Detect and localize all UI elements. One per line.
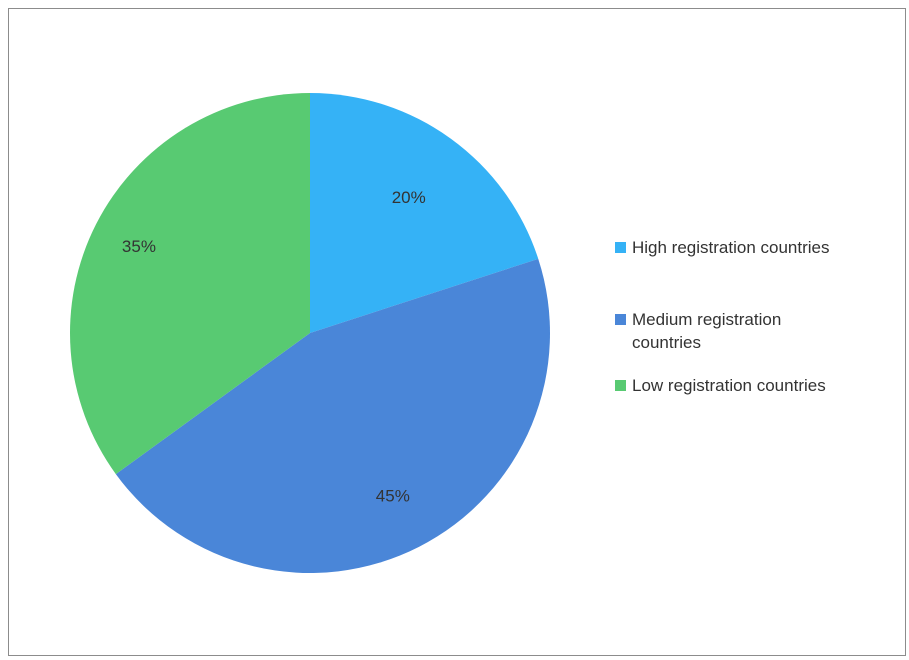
- legend-item-high: High registration countries: [615, 236, 882, 259]
- pie-data-labels: 20% 45% 35%: [122, 188, 426, 505]
- data-label-high: 20%: [392, 188, 426, 207]
- pie-slice-medium: [115, 258, 550, 573]
- legend-item-low: Low registration countries: [615, 374, 882, 397]
- pie-slice-high: [310, 93, 539, 333]
- legend-swatch-high: [615, 242, 626, 253]
- pie-slices: [70, 93, 550, 573]
- legend-swatch-low: [615, 380, 626, 391]
- pie-slice-low: [70, 93, 310, 475]
- legend-label-high: High registration countries: [632, 238, 830, 257]
- legend-swatch-medium: [615, 314, 626, 325]
- data-label-low: 35%: [122, 237, 156, 256]
- legend-label-low: Low registration countries: [632, 376, 826, 395]
- data-label-medium: 45%: [376, 487, 410, 506]
- legend-item-medium: Medium registration countries: [615, 308, 832, 354]
- legend-label-medium: Medium registration countries: [632, 310, 782, 352]
